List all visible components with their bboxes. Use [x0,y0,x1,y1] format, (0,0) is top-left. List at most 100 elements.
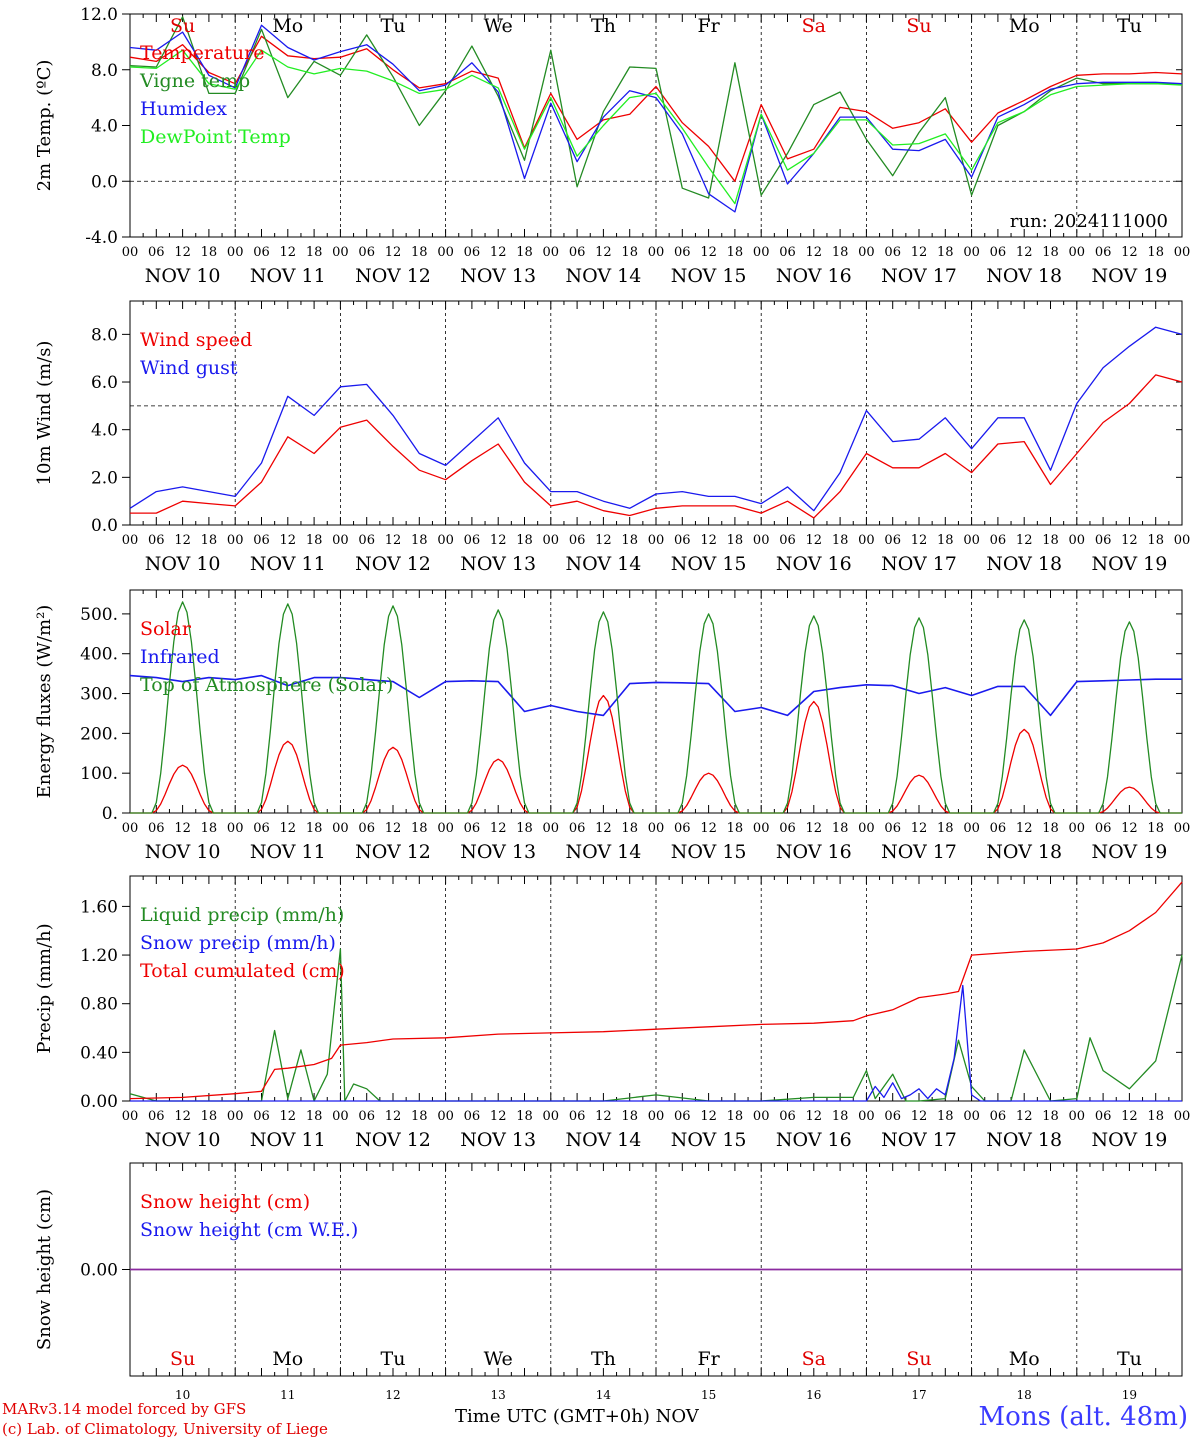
y-axis-title: Snow height (cm) [34,1189,55,1350]
hour-tick-label: 06 [148,1109,165,1124]
liquid-precip-mm-h-line [129,948,1183,1102]
hour-tick-label: 06 [358,533,375,548]
weekday-label-bottom: Th [591,1348,616,1370]
hour-tick-label: 06 [990,533,1007,548]
hour-tick-label: 06 [253,1109,270,1124]
hour-tick-label: 18 [1042,245,1059,260]
day-label: NOV 14 [565,1129,641,1151]
day-label: NOV 15 [671,265,747,287]
hour-tick-label: 00 [858,821,875,836]
hour-tick-label: 18 [1147,1109,1164,1124]
hour-tick-label: 12 [174,245,191,260]
hour-tick-label: 00 [1174,1109,1191,1124]
y-tick-label: 6.0 [91,373,118,393]
hour-tick-label: 18 [727,1109,744,1124]
hour-tick-label: 12 [385,533,402,548]
hour-tick-label: 06 [358,1109,375,1124]
hour-tick-label: 18 [201,533,218,548]
day-label: NOV 12 [355,265,431,287]
hour-tick-label: 12 [1121,245,1138,260]
y-tick-label: 12.0 [80,5,118,25]
day-label: NOV 18 [986,1129,1062,1151]
y-axis-title: Energy fluxes (W/m²) [34,605,55,799]
dewpoint-temp-line [129,49,1183,205]
hour-tick-label: 18 [832,533,849,548]
day-label: NOV 19 [1091,1129,1167,1151]
hour-tick-label: 18 [937,245,954,260]
hour-tick-label: 06 [253,245,270,260]
day-label: NOV 17 [881,841,957,863]
legend-entry: Liquid precip (mm/h) [140,904,344,926]
hour-tick-label: 00 [1174,245,1191,260]
hour-tick-label: 06 [779,533,796,548]
y-tick-label: 500. [80,605,118,625]
y-tick-label: 0.00 [80,1261,118,1281]
hour-tick-label: 18 [306,533,323,548]
hour-tick-label: 00 [227,533,244,548]
hour-tick-label: 00 [753,245,770,260]
day-number-label: 11 [280,1388,295,1402]
day-label: NOV 12 [355,841,431,863]
hour-tick-label: 18 [516,245,533,260]
hour-tick-label: 00 [1069,1109,1086,1124]
weekday-label-top: Mo [272,15,303,37]
hour-tick-label: 12 [700,245,717,260]
y-tick-label: 200. [80,724,118,744]
hour-tick-label: 12 [1121,533,1138,548]
legend-entry: Humidex [140,98,227,120]
hour-tick-label: 00 [858,245,875,260]
day-number-label: 16 [806,1388,821,1402]
day-number-label: 12 [385,1388,400,1402]
legend-entry: Solar [140,618,192,640]
hour-tick-label: 00 [1069,245,1086,260]
hour-tick-label: 00 [227,821,244,836]
hour-tick-label: 12 [700,821,717,836]
hour-tick-label: 00 [963,245,980,260]
hour-tick-label: 06 [464,821,481,836]
hour-tick-label: 06 [884,533,901,548]
hour-tick-label: 06 [779,821,796,836]
hour-tick-label: 06 [1095,821,1112,836]
hour-tick-label: 12 [1016,821,1033,836]
legend-entry: Snow height (cm W.E.) [140,1219,358,1241]
hour-tick-label: 00 [227,245,244,260]
y-tick-label: 2.0 [91,468,118,488]
hour-tick-label: 06 [569,533,586,548]
hour-tick-label: 12 [595,533,612,548]
hour-tick-label: 18 [621,245,638,260]
hour-tick-label: 12 [806,533,823,548]
hour-tick-label: 18 [727,245,744,260]
day-label: NOV 11 [250,265,326,287]
hour-tick-label: 12 [595,245,612,260]
legend-entry: Snow height (cm) [140,1191,310,1213]
day-label: NOV 13 [460,1129,536,1151]
day-label: NOV 10 [145,265,221,287]
day-label: NOV 10 [145,553,221,575]
weekday-label-bottom: Su [906,1348,931,1370]
y-tick-label: -4.0 [85,228,118,248]
hour-tick-label: 06 [253,533,270,548]
weekday-label-top: Sa [802,15,826,37]
hour-tick-label: 12 [1016,245,1033,260]
hour-tick-label: 06 [884,1109,901,1124]
hour-tick-label: 18 [937,533,954,548]
hour-tick-label: 06 [1095,245,1112,260]
hour-tick-label: 18 [201,821,218,836]
day-label: NOV 11 [250,1129,326,1151]
day-label: NOV 19 [1091,265,1167,287]
credit-model: MARv3.14 model forced by GFS [2,1400,247,1418]
panel-frame [129,300,1183,526]
legend-entry: Snow precip (mm/h) [140,932,336,954]
day-label: NOV 18 [986,265,1062,287]
hour-tick-label: 00 [543,1109,560,1124]
hour-tick-label: 00 [332,245,349,260]
weekday-label-top: Fr [697,15,720,37]
hour-tick-label: 00 [648,245,665,260]
day-number-label: 18 [1017,1388,1032,1402]
day-number-label: 14 [596,1388,612,1402]
day-label: NOV 14 [565,265,641,287]
weekday-label-top: Su [906,15,931,37]
day-label: NOV 13 [460,841,536,863]
hour-tick-label: 12 [1121,1109,1138,1124]
